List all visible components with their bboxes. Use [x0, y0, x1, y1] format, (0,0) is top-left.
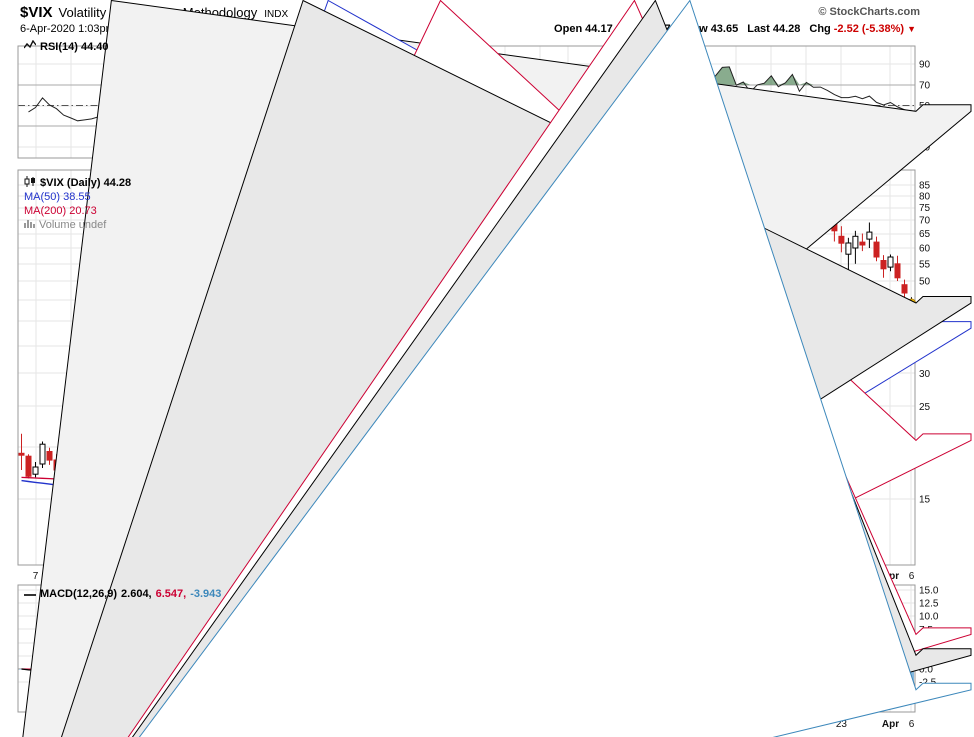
last-value: 44.28 — [772, 23, 801, 35]
svg-text:12.5: 12.5 — [919, 599, 939, 610]
candle-body — [18, 452, 25, 456]
low-value: 43.65 — [710, 23, 739, 35]
candle-body — [25, 455, 32, 477]
svg-text:70: 70 — [919, 80, 931, 91]
svg-text:7: 7 — [33, 571, 39, 582]
svg-text:15.0: 15.0 — [919, 585, 939, 596]
last-label: Last — [747, 23, 770, 35]
candle-body — [866, 231, 873, 240]
candle-body — [845, 242, 852, 255]
svg-text:38.55: 38.55 — [927, 0, 952, 3]
svg-text:44.28: 44.28 — [927, 0, 952, 3]
candle-body — [880, 260, 887, 270]
svg-text:65: 65 — [919, 229, 931, 240]
svg-text:6: 6 — [909, 571, 915, 582]
candle-body — [32, 466, 39, 475]
svg-text:80: 80 — [919, 192, 931, 203]
candle-body — [873, 241, 880, 258]
svg-text:25: 25 — [919, 402, 931, 413]
candle-body — [852, 235, 859, 249]
svg-text:55: 55 — [919, 259, 931, 270]
svg-text:0.0: 0.0 — [919, 665, 933, 676]
down-arrow-icon: ▼ — [907, 24, 916, 34]
y-axis-labels: 9070503010858075706560555045403530252015… — [919, 60, 939, 689]
chart-datetime: 6-Apr-2020 1:03pm — [20, 23, 115, 35]
svg-text:70: 70 — [919, 216, 931, 227]
candle-body — [859, 241, 866, 246]
candle-body — [901, 284, 908, 294]
svg-text:-3.943: -3.943 — [927, 0, 956, 3]
copyright: © StockCharts.com — [818, 6, 920, 18]
svg-text:15: 15 — [919, 494, 931, 505]
svg-text:50: 50 — [919, 277, 931, 288]
svg-text:6: 6 — [909, 719, 915, 730]
svg-text:Apr: Apr — [882, 719, 899, 730]
chg-label: Chg — [809, 23, 831, 35]
svg-text:85: 85 — [919, 181, 931, 192]
svg-text:2.604: 2.604 — [927, 0, 952, 3]
open-value: 44.17 — [585, 23, 613, 35]
candle-body — [39, 443, 46, 465]
candle-body — [838, 235, 845, 244]
svg-text:75: 75 — [919, 203, 931, 214]
svg-text:60: 60 — [919, 244, 931, 255]
svg-text:90: 90 — [919, 60, 931, 71]
exchange-label: INDX — [264, 9, 289, 20]
svg-text:6.547: 6.547 — [927, 0, 952, 3]
svg-text:44.40: 44.40 — [927, 0, 952, 3]
svg-text:23: 23 — [836, 719, 848, 730]
candle-body — [887, 256, 894, 268]
svg-text:10.0: 10.0 — [919, 612, 939, 623]
svg-text:30: 30 — [919, 369, 931, 380]
candle-body — [894, 263, 901, 279]
candle-body — [46, 451, 53, 461]
svg-text:20.73: 20.73 — [927, 0, 952, 3]
open-label: Open — [554, 23, 583, 35]
chg-value: -2.52 (-5.38%) — [833, 23, 905, 35]
symbol-label: $VIX — [20, 4, 53, 21]
